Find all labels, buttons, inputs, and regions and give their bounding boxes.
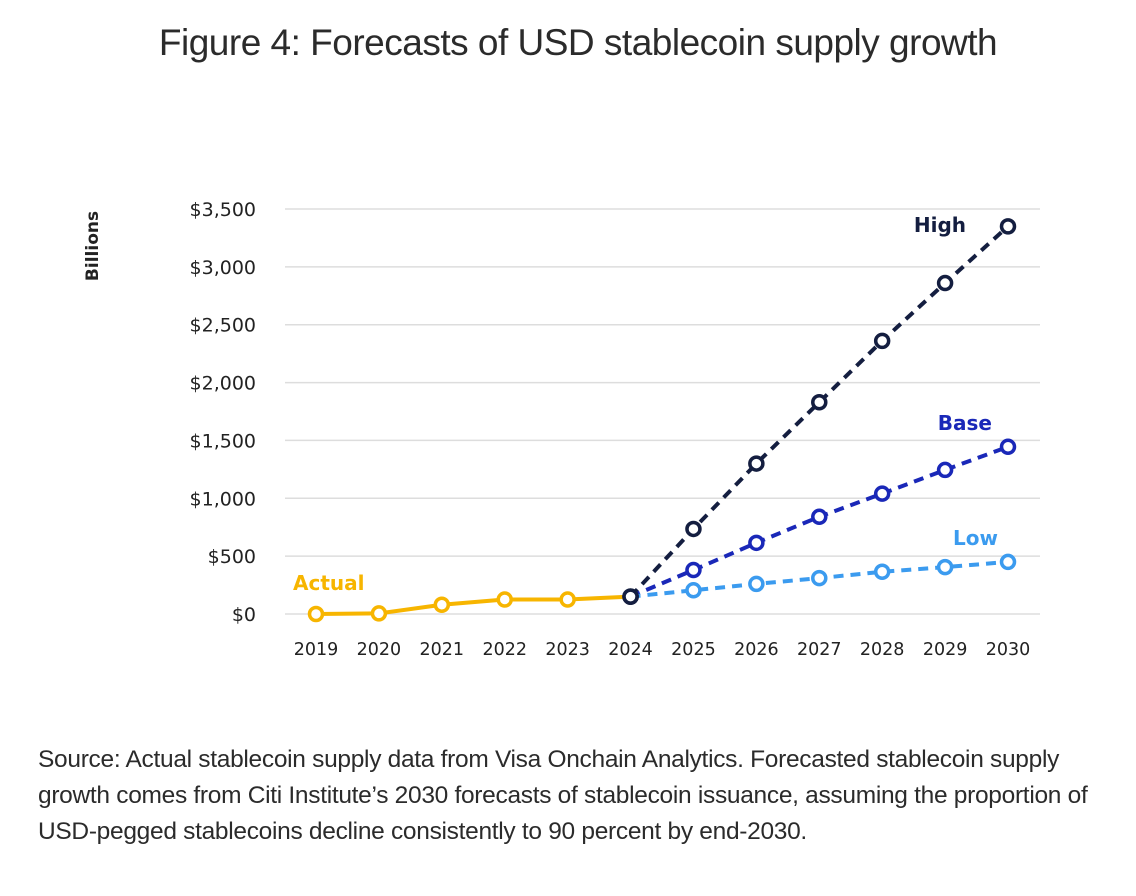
data-point-actual (496, 591, 513, 608)
x-tick-label: 2029 (923, 640, 968, 660)
data-point-high (685, 520, 702, 538)
y-tick-label: $3,000 (190, 257, 256, 279)
x-tick-label: 2023 (545, 640, 590, 660)
y-tick-label: $0 (232, 604, 256, 626)
data-point-high (748, 455, 765, 472)
source-caption: Source: Actual stablecoin supply data fr… (38, 746, 1088, 845)
y-tick-label: $500 (208, 546, 256, 568)
series-points (307, 218, 1017, 623)
data-point-actual (559, 591, 576, 608)
data-point-high (999, 218, 1017, 235)
gridlines (285, 208, 1040, 615)
data-point-low (685, 582, 702, 599)
x-tick-label: 2019 (294, 640, 339, 660)
y-tick-label: $2,000 (190, 373, 256, 395)
data-point-base (748, 534, 765, 552)
data-point-high (873, 332, 891, 350)
y-axis-ticks: $0 $500 $1,000 $1,500 $2,000 $2,500 $3,000 $3,5… (190, 199, 256, 626)
data-point-low (936, 558, 954, 576)
data-point-low (873, 563, 891, 581)
data-point-high (811, 393, 828, 411)
x-tick-label: 2020 (357, 640, 402, 660)
x-tick-label: 2022 (482, 640, 527, 660)
series-labels: Actual High Base Low (293, 213, 998, 595)
data-point-base (811, 508, 828, 526)
chart-title: Figure 4: Forecasts of USD stablecoin su… (158, 22, 998, 63)
data-point-base (936, 461, 954, 479)
x-tick-label: 2021 (420, 640, 465, 660)
y-tick-label: $3,500 (190, 199, 256, 221)
y-axis-label: Billions (83, 211, 103, 281)
data-point-junction (622, 588, 639, 605)
data-point-base (685, 561, 702, 579)
data-point-high (936, 274, 954, 292)
y-tick-label: $1,000 (190, 488, 256, 510)
x-tick-label: 2027 (797, 640, 842, 660)
x-axis-ticks: 2019 2020 2021 2022 2023 2024 2025 2026 2027 2028… (294, 640, 1031, 660)
data-point-low (811, 569, 828, 587)
x-tick-label: 2024 (608, 640, 653, 660)
data-point-low (748, 575, 765, 593)
series-label-high: High (914, 213, 966, 237)
x-tick-label: 2030 (986, 640, 1031, 660)
data-point-actual (370, 605, 388, 622)
series-label-actual: Actual (293, 571, 364, 595)
line-chart: $0 $500 $1,000 $1,500 $2,000 $2,500 $3,000 $3,5… (83, 199, 1040, 660)
x-tick-label: 2026 (734, 640, 779, 660)
x-tick-label: 2025 (671, 640, 716, 660)
data-point-base (999, 438, 1017, 456)
data-point-low (999, 553, 1017, 571)
data-point-actual (307, 605, 325, 623)
data-point-actual (433, 596, 451, 613)
series-label-low: Low (953, 526, 998, 550)
y-tick-label: $1,500 (190, 430, 256, 452)
x-tick-label: 2028 (860, 640, 905, 660)
y-tick-label: $2,500 (190, 315, 256, 337)
series-label-base: Base (938, 411, 992, 435)
data-point-base (873, 485, 891, 502)
series-line-actual (315, 594, 631, 616)
